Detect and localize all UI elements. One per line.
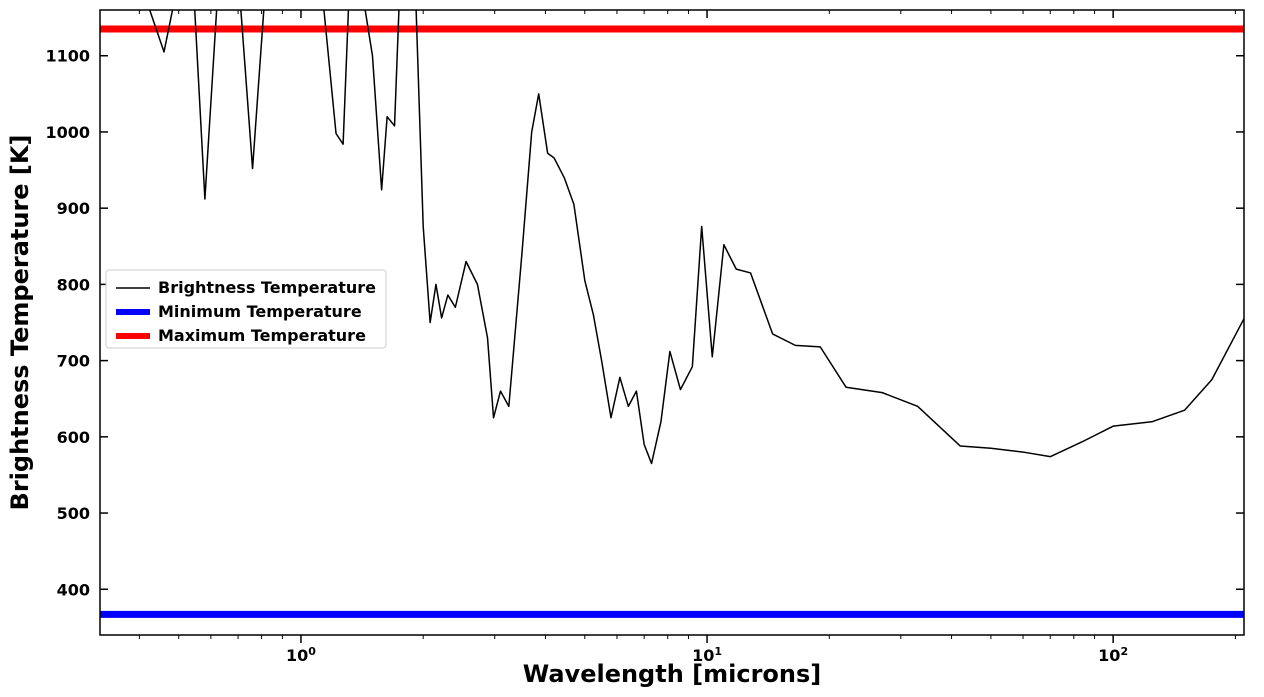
- y-tick-label: 1000: [45, 123, 90, 142]
- legend-item-label: Brightness Temperature: [158, 278, 376, 297]
- y-tick-label: 500: [57, 504, 90, 523]
- y-tick-label: 800: [57, 275, 90, 294]
- chart-svg: 10010110240050060070080090010001100Wavel…: [0, 0, 1264, 697]
- y-tick-label: 900: [57, 199, 90, 218]
- y-axis-label: Brightness Temperature [K]: [6, 135, 34, 511]
- brightness-temperature-chart: 10010110240050060070080090010001100Wavel…: [0, 0, 1264, 697]
- legend-item-label: Maximum Temperature: [158, 326, 366, 345]
- legend-item-label: Minimum Temperature: [158, 302, 362, 321]
- legend: Brightness Temperature Minimum Temperatur…: [106, 270, 386, 348]
- y-tick-label: 400: [57, 580, 90, 599]
- x-tick-label: 100: [286, 645, 316, 666]
- x-axis-label: Wavelength [microns]: [523, 660, 822, 688]
- y-tick-label: 600: [57, 428, 90, 447]
- y-tick-label: 700: [57, 352, 90, 371]
- y-tick-label: 1100: [45, 47, 90, 66]
- x-tick-label: 102: [1098, 645, 1128, 666]
